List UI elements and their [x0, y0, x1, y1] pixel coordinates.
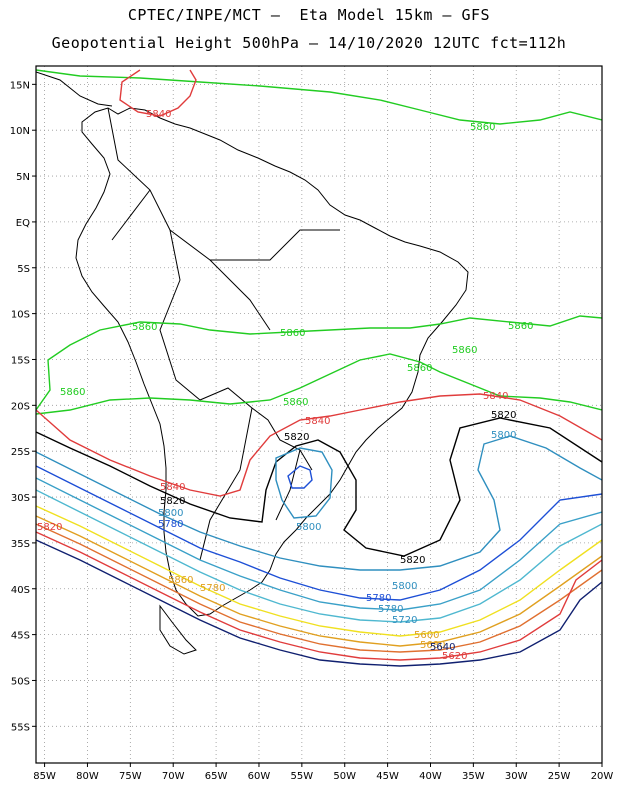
contour-5800-closed [275, 447, 333, 519]
contour-label: 5820 [400, 555, 425, 566]
contour-label: 5800 [491, 430, 516, 441]
contour-label: 5840 [483, 391, 508, 402]
lon-tick-label: 65W [205, 771, 228, 782]
tierra-del-fuego [159, 604, 197, 655]
contour-5660 [36, 523, 602, 653]
continent-outline [36, 71, 469, 655]
contour-label: 5860 [168, 575, 193, 586]
contour-5780 [36, 465, 602, 601]
lat-tick-label: 10N [10, 126, 30, 137]
lat-tick-label: 45S [11, 631, 30, 642]
lat-tick-label: EQ [16, 218, 30, 229]
lat-tick-label: 5N [16, 172, 30, 183]
contour-5820 [36, 417, 602, 557]
contour-label: 5860 [60, 387, 85, 398]
contour-label: 5860 [452, 345, 477, 356]
lon-tick-label: 25W [548, 771, 571, 782]
lat-lon-grid [36, 66, 603, 763]
contour-label: 5780 [200, 583, 225, 594]
contour-5840-north [119, 69, 197, 117]
contour-5780-closed [287, 465, 313, 489]
lon-tick-label: 40W [419, 771, 442, 782]
lat-tick-label: 30S [11, 493, 30, 504]
lon-tick-label: 75W [119, 771, 142, 782]
contour-label: 5780 [366, 593, 391, 604]
contour-label: 5680 [420, 640, 445, 651]
lat-tick-label: 5S [17, 264, 30, 275]
contour-label: 5820 [284, 432, 309, 443]
central-america-coast [36, 71, 113, 107]
lat-tick-label: 50S [11, 676, 30, 687]
contour-5760 [36, 477, 602, 611]
contour-label: 5720 [392, 615, 417, 626]
country-borders [107, 107, 340, 561]
contour-label: 5860 [283, 397, 308, 408]
contour-label: 5820 [491, 410, 516, 421]
contour-lines [36, 69, 602, 667]
contour-5860-south [36, 353, 602, 415]
lon-tick-label: 30W [505, 771, 528, 782]
contour-label: 5860 [508, 321, 533, 332]
lat-tick-label: 35S [11, 539, 30, 550]
contour-label: 5800 [392, 581, 417, 592]
chart-title: CPTEC/INPE/MCT – Eta Model 15km – GFS [127, 6, 491, 24]
lon-tick-label: 55W [291, 771, 314, 782]
contour-5800 [36, 435, 602, 571]
contour-label: 5860 [407, 363, 432, 374]
contour-label: 5640 [430, 642, 455, 653]
contour-label: 5780 [378, 604, 403, 615]
lon-tick-label: 60W [248, 771, 271, 782]
lat-tick-label: 10S [11, 310, 30, 321]
south-america-coastline [75, 107, 469, 617]
contour-5700 [36, 505, 602, 637]
contour-label: 5600 [414, 630, 439, 641]
contour-label: 5800 [158, 508, 183, 519]
lat-tick-label: 55S [11, 722, 30, 733]
latitude-axis: 15N 10N 5N EQ 5S 10S 15S 20S 25S 30S 35S 40S 45S 50S 5… [10, 80, 36, 733]
lat-tick-label: 40S [11, 585, 30, 596]
contour-5840-central [36, 393, 602, 497]
chart-subtitle: Geopotential Height 500hPa – 14/10/2020 … [51, 34, 567, 52]
contour-label: 5860 [132, 322, 157, 333]
longitude-axis: 85W 80W 75W 70W 65W 60W 55W 50W 45W 40W 35W 30W 25W 2… [33, 763, 613, 782]
lon-tick-label: 45W [376, 771, 399, 782]
contour-5860-north [36, 69, 602, 125]
lon-tick-label: 35W [462, 771, 485, 782]
contour-label: 5840 [305, 416, 330, 427]
contour-5740 [36, 489, 602, 623]
map-frame [35, 65, 603, 764]
contour-label: 5820 [160, 496, 185, 507]
lat-tick-label: 15S [11, 355, 30, 366]
contour-label: 5860 [280, 328, 305, 339]
lon-tick-label: 85W [33, 771, 56, 782]
contour-5620 [36, 539, 602, 667]
contour-label: 5840 [160, 482, 185, 493]
contour-label: 5800 [296, 522, 321, 533]
lon-tick-label: 50W [333, 771, 356, 782]
contour-5640 [36, 531, 602, 661]
contour-5860-central [36, 315, 602, 411]
lon-tick-label: 20W [591, 771, 614, 782]
contour-labels: 5840 5860 5860 5860 5860 5860 5860 5860 … [37, 109, 533, 662]
lat-tick-label: 25S [11, 447, 30, 458]
lat-tick-label: 20S [11, 401, 30, 412]
contour-label: 5840 [146, 109, 171, 120]
contour-label: 5780 [158, 519, 183, 530]
lat-tick-label: 15N [10, 80, 30, 91]
lon-tick-label: 70W [162, 771, 185, 782]
contour-label: 5620 [442, 651, 467, 662]
contour-5680 [36, 515, 602, 647]
contour-label: 5820 [37, 522, 62, 533]
lon-tick-label: 80W [76, 771, 99, 782]
contour-label: 5860 [470, 122, 495, 133]
